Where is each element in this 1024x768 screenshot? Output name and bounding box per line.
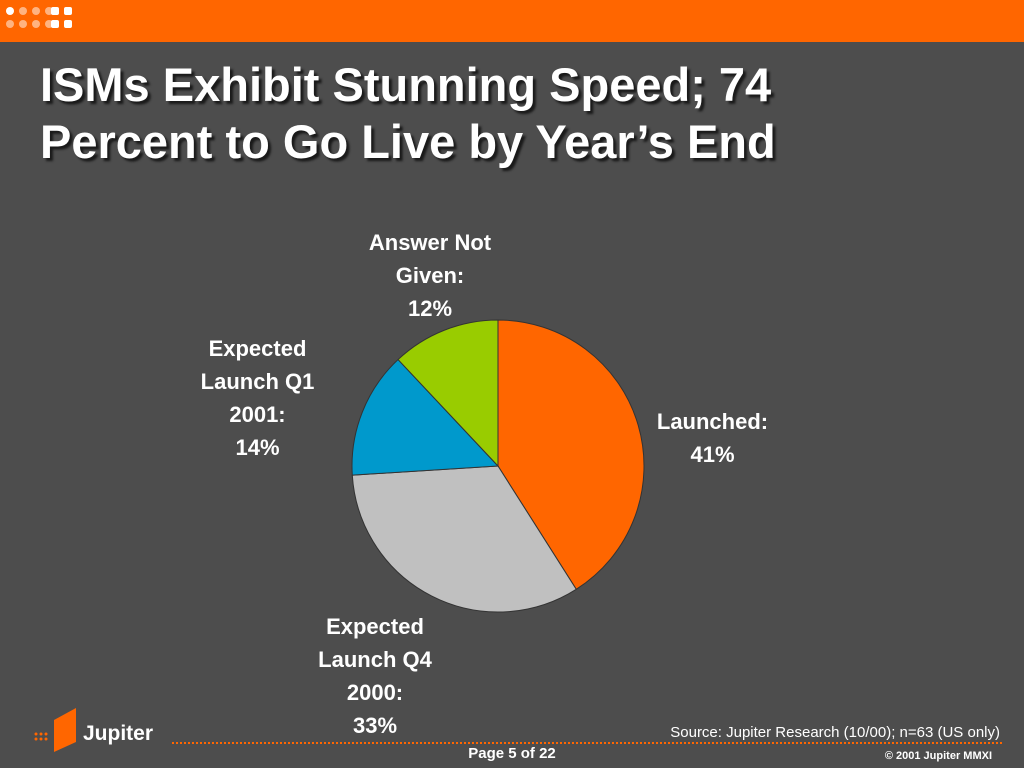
label-expected-q4-2000: Expected Launch Q4 2000: 33% [300,610,450,742]
source-note: Source: Jupiter Research (10/00); n=63 (… [670,724,1000,741]
label-expected-q1-2001-line: 2001: [229,402,286,427]
label-answer-not-given-line: 12% [407,296,453,321]
label-expected-q1-2001-line: Expected [208,336,307,361]
page-number: Page 5 of 22 [468,745,556,762]
label-answer-not-given: Answer Not Given: 12% [355,226,505,325]
slice-answer-not-given [397,319,499,468]
decorative-squares-icon [51,7,72,28]
copyright: © 2001 Jupiter MMXI [884,750,992,762]
label-expected-q1-2001-line: Launch Q1 [200,369,315,394]
slide-title: ISMs Exhibit Stunning Speed; 74 Percent … [40,56,1000,170]
slice-expected-q1-2001 [351,358,500,476]
logo-text: Jupiter [83,722,154,745]
slice-expected-q4-2000 [351,465,577,613]
decorative-dots-icon [6,7,53,28]
slice-launched [497,319,645,590]
label-answer-not-given-line: Given: [395,263,465,288]
label-expected-q4-2000-line: 2000: [346,680,404,705]
slide-title-line-2: Percent to Go Live by Year’s End [40,115,776,168]
footer-divider [172,742,1002,744]
label-launched-line: 41% [690,442,735,467]
label-expected-q4-2000-line: Launch Q4 [318,647,432,672]
label-launched: Launched: 41% [640,405,785,471]
label-launched-line: Launched: [656,409,769,434]
jupiter-logo-icon [34,708,76,752]
slide-title-line-1: ISMs Exhibit Stunning Speed; 74 [40,58,772,111]
label-expected-q4-2000-line: 33% [352,713,398,738]
label-expected-q1-2001: Expected Launch Q1 2001: 14% [175,332,340,464]
label-answer-not-given-line: Answer Not [368,230,492,255]
label-expected-q1-2001-line: 14% [235,435,280,460]
top-banner [0,0,1024,42]
label-expected-q4-2000-line: Expected [326,614,424,639]
